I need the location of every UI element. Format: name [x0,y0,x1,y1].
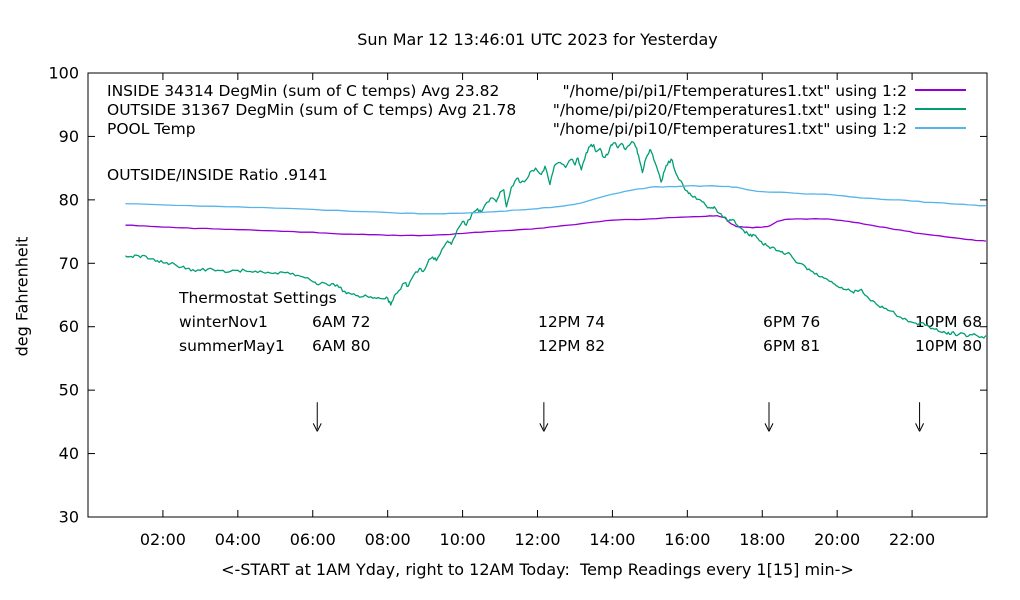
y-axis-label: deg Fahrenheit [12,236,32,357]
thermostat-row-summer-name: summerMay1 [179,337,285,355]
thermostat-winter-6pm: 6PM 76 [763,313,821,331]
x-tick-label: 04:00 [215,530,261,549]
event-arrow-head [764,423,770,432]
x-tick-label: 20:00 [814,530,860,549]
thermostat-heading: Thermostat Settings [179,289,337,307]
y-tick-label: 70 [59,254,79,273]
ratio-annotation: OUTSIDE/INSIDE Ratio .9141 [107,166,328,184]
event-arrow-head [915,423,921,432]
y-tick-label: 30 [59,508,79,527]
event-arrow-head [312,423,318,432]
thermostat-row-winter-name: winterNov1 [179,313,268,331]
x-tick-label: 14:00 [589,530,635,549]
event-arrow-head [543,423,549,432]
legend-sample-pool-line [915,127,966,129]
x-tick-label: 06:00 [290,530,336,549]
thermostat-winter-10pm: 10PM 68 [915,313,983,331]
x-tick-label: 08:00 [365,530,411,549]
x-axis-label: <-START at 1AM Yday, right to 12AM Today… [221,560,854,579]
thermostat-winter-12pm: 12PM 74 [538,313,606,331]
series-pool-line [125,184,986,215]
event-arrow-head [919,423,925,432]
x-tick-label: 18:00 [739,530,785,549]
x-tick-label: 22:00 [889,530,935,549]
thermostat-summer-6am: 6AM 80 [312,337,371,355]
x-tick-label: 16:00 [664,530,710,549]
x-tick-label: 02:00 [140,530,186,549]
thermostat-winter-6am: 6AM 72 [312,313,371,331]
chart-title: Sun Mar 12 13:46:01 UTC 2023 for Yesterd… [357,30,718,49]
legend-label-inside: INSIDE 34314 DegMin (sum of C temps) Avg… [107,82,500,100]
y-tick-label: 60 [59,317,79,336]
event-arrow-head [539,423,545,432]
y-tick-label: 90 [59,127,79,146]
y-tick-label: 100 [48,64,79,83]
event-arrow-head [316,423,322,432]
thermostat-summer-10pm: 10PM 80 [915,337,983,355]
event-arrow-head [768,423,774,432]
thermostat-summer-12pm: 12PM 82 [538,337,606,355]
legend-file-outside: "/home/pi/pi20/Ftemperatures1.txt" using… [552,101,907,119]
legend-sample-outside-line [915,108,966,110]
legend-file-pool: "/home/pi/pi10/Ftemperatures1.txt" using… [552,120,907,138]
legend-sample-inside-line [915,89,966,91]
y-tick-label: 40 [59,444,79,463]
x-tick-label: 10:00 [440,530,486,549]
y-tick-label: 80 [59,190,79,209]
legend-label-pool: POOL Temp [107,120,196,138]
series-inside-line [125,215,986,242]
legend-file-inside: "/home/pi/pi1/Ftemperatures1.txt" using … [562,82,907,100]
x-tick-label: 12:00 [514,530,560,549]
legend-label-outside: OUTSIDE 31367 DegMin (sum of C temps) Av… [107,101,517,119]
thermostat-summer-6pm: 6PM 81 [763,337,821,355]
y-tick-label: 50 [59,381,79,400]
